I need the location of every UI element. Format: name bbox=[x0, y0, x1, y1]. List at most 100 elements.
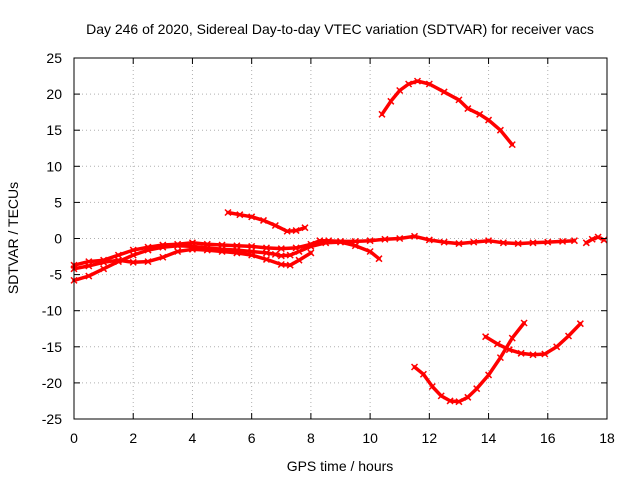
series-track-f bbox=[410, 319, 528, 406]
data-point bbox=[564, 332, 573, 340]
data-point bbox=[114, 256, 122, 264]
grid-lines bbox=[74, 58, 607, 419]
data-point bbox=[286, 251, 294, 259]
series-track-d bbox=[224, 208, 309, 235]
x-tick-label: 8 bbox=[307, 430, 315, 446]
data-point bbox=[410, 232, 419, 240]
y-tick-label: 10 bbox=[46, 158, 62, 174]
data-point bbox=[375, 255, 383, 263]
data-point bbox=[203, 246, 211, 254]
y-tick-label: -5 bbox=[50, 267, 63, 283]
x-tick-label: 2 bbox=[129, 430, 137, 446]
axis-ticks: 0 2 4 6 8 10 12 14 16 18 25 20 15 10 5 0 -5 -10 -15 -20 -25 bbox=[42, 50, 615, 446]
data-point bbox=[440, 238, 448, 246]
data-point bbox=[508, 141, 516, 149]
data-point bbox=[476, 110, 484, 118]
data-point bbox=[455, 240, 463, 248]
chart-title: Day 246 of 2020, Sidereal Day-to-day VTE… bbox=[86, 21, 594, 37]
data-point bbox=[425, 80, 433, 88]
data-point bbox=[301, 224, 309, 232]
data-point bbox=[224, 208, 232, 217]
x-axis-label: GPS time / hours bbox=[287, 458, 394, 474]
data-point bbox=[440, 88, 448, 96]
data-point bbox=[600, 236, 608, 244]
data-point bbox=[159, 243, 167, 251]
data-point bbox=[144, 246, 152, 254]
data-point bbox=[295, 247, 303, 256]
data-point bbox=[378, 110, 386, 118]
data-point bbox=[100, 265, 108, 273]
data-point bbox=[396, 234, 404, 243]
data-point bbox=[277, 252, 285, 260]
y-axis-label: SDTVAR / TECUs bbox=[5, 182, 21, 294]
data-point bbox=[517, 349, 525, 357]
data-point bbox=[396, 86, 404, 95]
data-point bbox=[248, 213, 256, 221]
data-point bbox=[271, 221, 279, 230]
data-point bbox=[425, 236, 433, 244]
data-point bbox=[405, 80, 413, 88]
data-point bbox=[366, 237, 374, 245]
data-point bbox=[248, 251, 256, 259]
y-tick-label: -10 bbox=[42, 303, 62, 319]
data-point bbox=[307, 249, 315, 257]
series-line bbox=[412, 321, 526, 404]
data-point bbox=[144, 258, 152, 266]
data-point bbox=[485, 237, 493, 245]
data-point bbox=[520, 319, 528, 327]
data-point bbox=[485, 371, 493, 379]
x-tick-label: 12 bbox=[422, 430, 438, 446]
data-point bbox=[283, 227, 291, 235]
data-point bbox=[277, 260, 285, 269]
data-point bbox=[381, 235, 389, 243]
data-point bbox=[322, 239, 330, 247]
data-point bbox=[499, 239, 507, 247]
data-point bbox=[473, 385, 481, 393]
data-point bbox=[410, 363, 419, 371]
data-point bbox=[496, 126, 504, 134]
data-point bbox=[259, 216, 268, 224]
x-tick-label: 10 bbox=[362, 430, 378, 446]
y-tick-label: -15 bbox=[42, 339, 62, 355]
data-point bbox=[496, 354, 504, 362]
data-point bbox=[485, 116, 493, 124]
data-point bbox=[455, 398, 463, 406]
data-point bbox=[159, 253, 167, 261]
x-tick-label: 4 bbox=[189, 430, 197, 446]
data-point bbox=[174, 247, 182, 256]
y-tick-label: 5 bbox=[54, 194, 62, 210]
y-tick-label: 20 bbox=[46, 86, 62, 102]
data-point bbox=[292, 227, 300, 235]
data-point bbox=[470, 238, 478, 246]
y-tick-label: -25 bbox=[42, 411, 62, 427]
data-point bbox=[218, 247, 226, 256]
data-point bbox=[529, 239, 537, 247]
data-point bbox=[236, 211, 244, 219]
data-point bbox=[129, 258, 137, 266]
series-line bbox=[72, 240, 381, 283]
data-point bbox=[559, 237, 567, 245]
data-point bbox=[464, 105, 472, 113]
data-point bbox=[233, 249, 241, 257]
data-point bbox=[529, 351, 537, 359]
data-point bbox=[413, 77, 422, 85]
data-series-layer bbox=[70, 77, 608, 406]
x-tick-label: 18 bbox=[599, 430, 615, 446]
data-point bbox=[493, 340, 501, 348]
data-point bbox=[455, 96, 463, 104]
series-line bbox=[226, 210, 307, 234]
y-tick-label: 0 bbox=[54, 231, 62, 247]
data-point bbox=[437, 392, 445, 400]
y-tick-label: 25 bbox=[46, 50, 62, 66]
data-point bbox=[428, 382, 436, 391]
data-point bbox=[570, 237, 578, 245]
data-point bbox=[541, 350, 549, 358]
data-point bbox=[514, 240, 522, 248]
x-tick-label: 6 bbox=[248, 430, 256, 446]
y-tick-label: 15 bbox=[46, 122, 62, 138]
series-line bbox=[72, 247, 313, 271]
data-point bbox=[482, 333, 490, 341]
data-point bbox=[336, 238, 345, 246]
series-line bbox=[380, 79, 514, 147]
